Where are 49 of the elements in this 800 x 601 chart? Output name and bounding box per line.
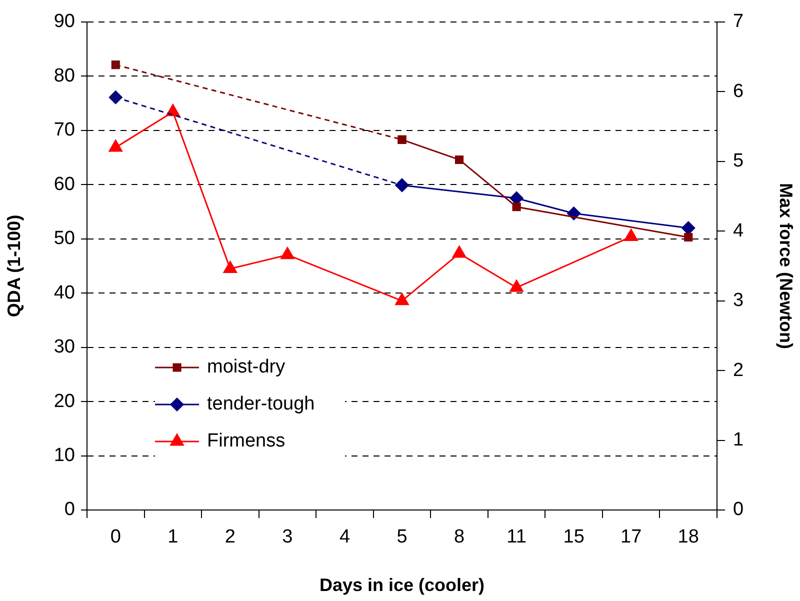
- y2-tick-label: 1: [733, 430, 744, 451]
- y-tick-label: 40: [54, 282, 75, 304]
- point: [108, 90, 122, 104]
- y2-tick-label: 7: [733, 11, 744, 32]
- x-tick-label: 0: [110, 526, 121, 548]
- y-tick-label: 60: [54, 174, 75, 195]
- legend-label: moist-dry: [207, 356, 286, 378]
- y2-tick-label: 5: [733, 150, 744, 172]
- x-tick-label: 8: [454, 526, 465, 548]
- y-tick-label: 20: [54, 390, 75, 412]
- point: [395, 293, 409, 306]
- x-tick-label: 1: [168, 526, 178, 548]
- point: [452, 246, 466, 258]
- y2-tick-label: 3: [733, 290, 744, 312]
- y2-axis-title: Max force (Newton): [776, 182, 796, 350]
- y-tick-label: 80: [54, 65, 75, 86]
- y-tick-label: 90: [54, 11, 75, 32]
- x-tick-label: 5: [396, 526, 408, 548]
- y-tick-label: 10: [54, 445, 75, 466]
- y-axis-title: QDA (1-100): [4, 214, 24, 318]
- point: [624, 228, 638, 241]
- point: [684, 232, 693, 242]
- x-tick-label: 4: [339, 526, 350, 548]
- x-tick-label: 17: [620, 526, 642, 548]
- y2-tick-label: 2: [733, 360, 744, 381]
- point: [111, 60, 120, 70]
- y2-tick-label: 0: [733, 499, 744, 520]
- x-axis-title: Days in ice (cooler): [319, 575, 485, 596]
- y-tick-label: 50: [54, 228, 75, 250]
- y-tick-label: 30: [54, 336, 75, 358]
- x-tick-label: 18: [678, 526, 699, 548]
- point: [510, 280, 524, 292]
- point: [108, 140, 122, 152]
- point: [454, 155, 464, 164]
- x-tick-label: 11: [506, 526, 526, 548]
- y2-tick-label: 6: [733, 80, 744, 102]
- point: [510, 191, 524, 205]
- y-tick-label: 0: [64, 499, 75, 520]
- y-tick-label: 70: [54, 120, 75, 141]
- point: [512, 202, 521, 212]
- x-tick-label: 2: [224, 526, 236, 548]
- point: [682, 221, 696, 235]
- point: [280, 247, 294, 260]
- y2-tick-label: 4: [733, 220, 744, 242]
- legend-label: Firmenss: [207, 430, 286, 452]
- legend-label: tender-tough: [207, 394, 315, 415]
- x-tick-label: 3: [282, 526, 293, 548]
- x-tick-label: 15: [563, 526, 584, 548]
- point: [223, 261, 237, 274]
